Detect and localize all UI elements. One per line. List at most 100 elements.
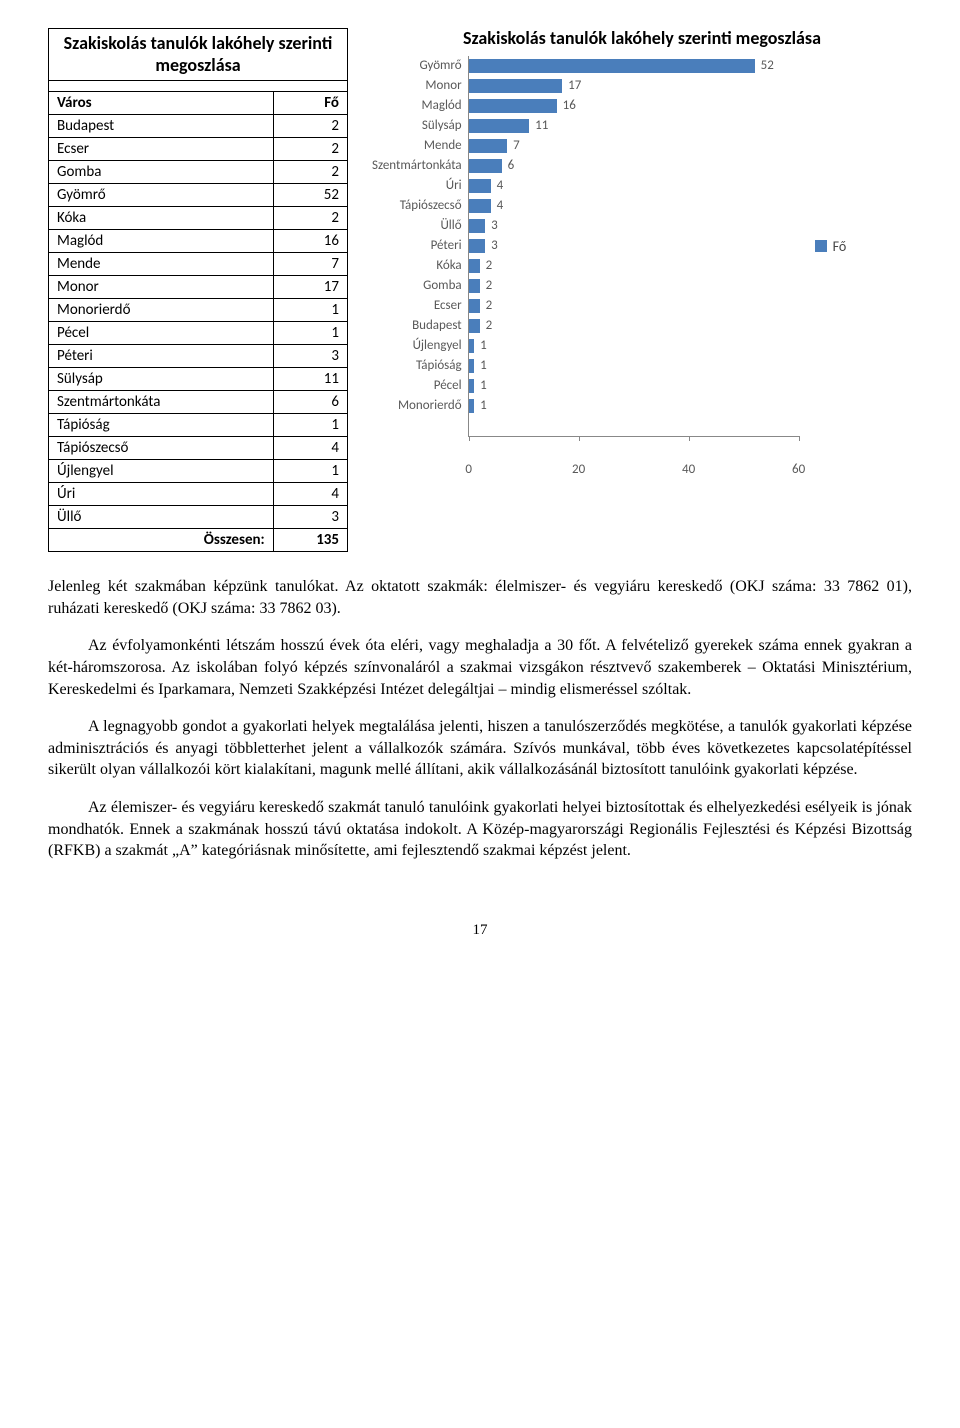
table-row: Újlengyel1 [49,460,348,483]
chart-y-label: Szentmártonkáta [372,156,462,176]
chart-bar-row: 1 [469,339,487,353]
table-total-row: Összesen:135 [49,529,348,552]
cell-city: Mende [49,253,274,276]
cell-count: 3 [273,506,347,529]
chart-y-label: Tápióság [416,356,462,376]
cell-count: 2 [273,138,347,161]
cell-city: Monorierdő [49,299,274,322]
total-value: 135 [273,529,347,552]
page-number: 17 [48,922,912,939]
chart-title: Szakiskolás tanulók lakóhely szerinti me… [372,28,912,50]
cell-city: Újlengyel [49,460,274,483]
chart-bar-value: 7 [513,138,520,153]
chart-bar-value: 16 [563,98,576,113]
table-row: Péteri3 [49,345,348,368]
body-text: Jelenleg két szakmában képzünk tanulókat… [48,576,912,862]
table-row: Kóka2 [49,207,348,230]
cell-city: Gyömrő [49,184,274,207]
table-row: Úri4 [49,483,348,506]
chart-x-tick-label: 20 [572,462,585,477]
chart-x-tick [469,436,470,441]
cell-city: Üllő [49,506,274,529]
chart-bar [469,239,486,253]
table-row: Ecser2 [49,138,348,161]
cell-city: Pécel [49,322,274,345]
chart-y-label: Péteri [431,236,462,256]
table-row: Tápiószecső4 [49,437,348,460]
table-row: Üllő3 [49,506,348,529]
chart-area: GyömrőMonorMaglódSülysápMendeSzentmárton… [372,56,912,437]
cell-count: 1 [273,414,347,437]
chart-bar [469,199,491,213]
chart-x-tick [799,436,800,441]
table-row: Gyömrő52 [49,184,348,207]
chart-bar-value: 4 [497,198,504,213]
chart-bar [469,319,480,333]
table-block: Szakiskolás tanulók lakóhely szerinti me… [48,28,348,552]
chart-x-tick [689,436,690,441]
chart-bar-row: 2 [469,319,493,333]
chart-bar-value: 1 [480,358,487,373]
cell-city: Péteri [49,345,274,368]
chart-y-label: Maglód [421,96,461,116]
cell-count: 4 [273,437,347,460]
chart-bar-row: 52 [469,59,774,73]
table-row: Maglód16 [49,230,348,253]
chart-bar-value: 1 [480,378,487,393]
chart-bar [469,79,563,93]
top-section: Szakiskolás tanulók lakóhely szerinti me… [48,28,912,552]
table-row: Szentmártonkáta6 [49,391,348,414]
chart-bar-value: 6 [508,158,515,173]
cell-count: 11 [273,368,347,391]
table-row: Tápióság1 [49,414,348,437]
chart-bar-row: 4 [469,179,504,193]
chart-bar-value: 52 [761,58,774,73]
chart-x-tick-label: 60 [792,462,805,477]
table-gap [48,80,348,91]
chart-bar-row: 11 [469,119,549,133]
cell-count: 1 [273,460,347,483]
chart-x-tick-label: 40 [682,462,695,477]
chart-bar [469,399,475,413]
chart-bar [469,259,480,273]
chart-y-label: Pécel [434,376,462,396]
cell-city: Ecser [49,138,274,161]
cell-city: Úri [49,483,274,506]
chart-bar-value: 1 [480,398,487,413]
chart-bar-row: 1 [469,359,487,373]
chart-y-label: Üllő [440,216,461,236]
col-header-city: Város [49,92,274,115]
chart-bar-value: 2 [486,318,493,333]
chart-bar-row: 4 [469,199,504,213]
chart-bar [469,339,475,353]
chart-bar-value: 2 [486,258,493,273]
chart-bar [469,379,475,393]
chart-bar-value: 11 [535,118,548,133]
chart-bar-row: 6 [469,159,515,173]
chart-bar [469,359,475,373]
table-header-row: Város Fő [49,92,348,115]
chart-bar-value: 1 [480,338,487,353]
chart-bar-value: 3 [491,238,498,253]
chart-y-label: Újlengyel [413,336,462,356]
chart-bar-row: 1 [469,399,487,413]
table-row: Monor17 [49,276,348,299]
chart-legend: Fő [815,238,847,255]
chart-y-label: Monor [425,76,461,96]
chart-bar-row: 2 [469,299,493,313]
cell-city: Budapest [49,115,274,138]
chart-bar [469,119,530,133]
chart-bar [469,139,508,153]
cell-count: 4 [273,483,347,506]
cell-count: 2 [273,207,347,230]
table-row: Budapest2 [49,115,348,138]
table-row: Monorierdő1 [49,299,348,322]
paragraph-3: A legnagyobb gondot a gyakorlati helyek … [48,716,912,781]
paragraph-1: Jelenleg két szakmában képzünk tanulókat… [48,576,912,619]
chart-y-label: Tápiószecső [400,196,462,216]
chart-y-label: Gomba [423,276,462,296]
paragraph-2: Az évfolyamonkénti létszám hosszú évek ó… [48,635,912,700]
cell-count: 52 [273,184,347,207]
chart-bar [469,59,755,73]
cell-city: Kóka [49,207,274,230]
